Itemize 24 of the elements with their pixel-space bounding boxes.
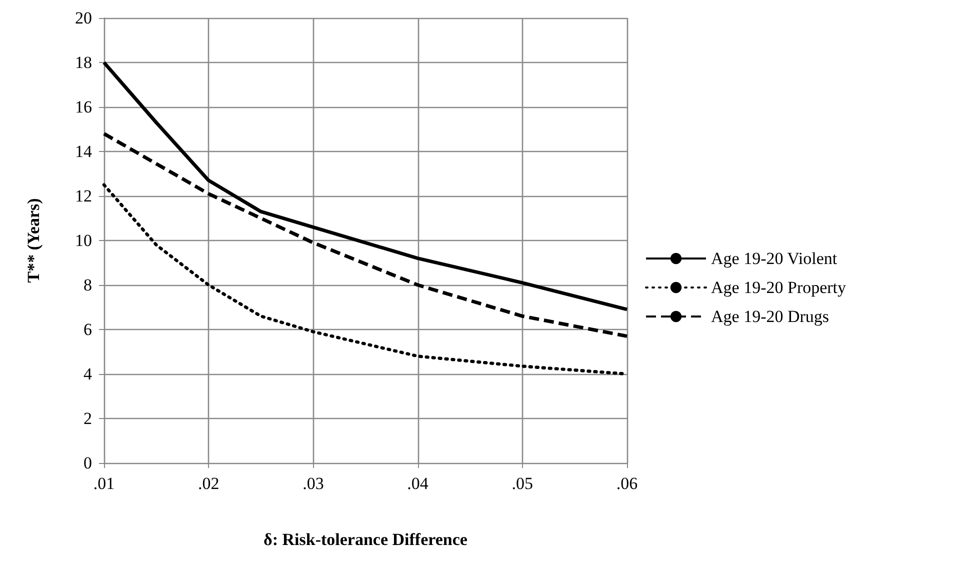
line-series bbox=[102, 60, 629, 312]
x-tick-label: .03 bbox=[302, 474, 324, 493]
y-tick-label: 8 bbox=[84, 276, 92, 294]
y-tick-label: 4 bbox=[84, 364, 92, 384]
y-tick-label: 2 bbox=[84, 409, 92, 428]
y-axis-title: T** (Years) bbox=[24, 198, 43, 283]
x-axis-title: δ: Risk-tolerance Difference bbox=[264, 530, 468, 549]
legend-label: Age 19-20 Property bbox=[711, 278, 847, 297]
x-tick-label: .05 bbox=[512, 474, 534, 493]
x-tick-label: .06 bbox=[616, 474, 638, 493]
x-tick-label: .02 bbox=[198, 474, 220, 493]
y-tick-label: 20 bbox=[75, 8, 92, 28]
line-series bbox=[102, 132, 629, 338]
legend-label: Age 19-20 Violent bbox=[711, 249, 838, 268]
x-tick-label: .04 bbox=[407, 474, 429, 493]
y-tick-label: 12 bbox=[75, 186, 92, 206]
legend-label: Age 19-20 Drugs bbox=[711, 307, 830, 326]
y-tick-label: 10 bbox=[75, 231, 92, 250]
y-tick-label: 14 bbox=[75, 142, 92, 161]
y-tick-label: 0 bbox=[84, 454, 92, 472]
y-tick-label: 6 bbox=[84, 320, 92, 339]
y-tick-label: 16 bbox=[75, 98, 92, 116]
y-tick-label: 18 bbox=[75, 53, 92, 72]
x-tick-label: .01 bbox=[93, 474, 115, 493]
